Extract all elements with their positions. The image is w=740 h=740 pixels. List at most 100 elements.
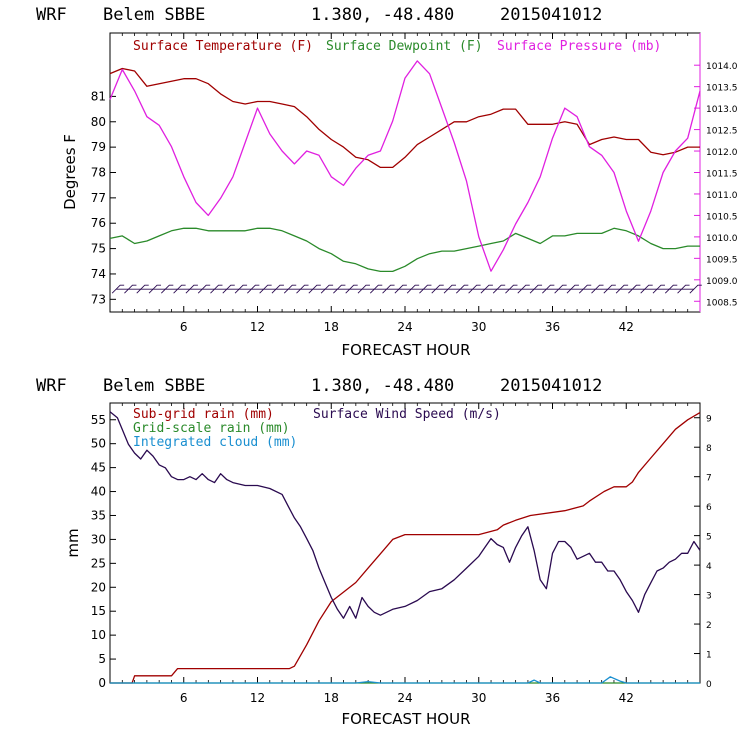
y2-tick-label: 2: [706, 621, 712, 631]
wind-barb: [197, 284, 211, 294]
top-series: [109, 60, 701, 273]
wind-barb: [542, 284, 555, 294]
wind-barb: [283, 284, 297, 294]
wind-barb: [529, 284, 543, 294]
wind-barb: [554, 284, 567, 294]
y-tick-label: 0: [98, 676, 106, 690]
top-y-ticks: 73 74 75 76 77 78 79 80 81: [91, 89, 116, 306]
y2-tick-label: 1011.0: [706, 191, 738, 201]
y2-tick-label: 1014.0: [706, 62, 738, 72]
x-tick-label: 30: [471, 320, 486, 334]
y2-tick-label: 4: [706, 562, 712, 572]
wind-barb: [455, 284, 469, 294]
y-tick-label: 45: [91, 461, 106, 475]
wind-barb: [480, 284, 493, 294]
surface-dewpoint-line: [109, 227, 700, 273]
wind-barb: [517, 284, 530, 294]
y2-tick-label: 1013.0: [706, 105, 738, 115]
x-tick-label: 6: [180, 320, 188, 334]
legend-temperature: Surface Temperature (F): [133, 39, 313, 54]
surface-temperature-line: [109, 67, 700, 169]
y2-tick-label: 5: [706, 533, 712, 543]
y-tick-label: 76: [91, 216, 106, 230]
wind-barb: [591, 284, 604, 294]
y-tick-label: 73: [91, 292, 106, 306]
bottom-series: [109, 411, 701, 684]
wind-barb: [603, 284, 616, 294]
wind-barb: [431, 284, 444, 294]
wind-barb: [271, 284, 284, 294]
wind-barb: [468, 284, 481, 294]
x-tick-label: 6: [180, 691, 188, 705]
x-tick-label: 42: [619, 320, 634, 334]
top-header: WRF Belem SBBE 1.380, -48.480 2015041012: [36, 5, 602, 25]
wind-barbs: [111, 284, 702, 294]
wind-barb: [173, 284, 186, 294]
y2-tick-label: 9: [706, 415, 712, 425]
wind-barb: [234, 284, 248, 294]
y2-tick-label: 1009.0: [706, 277, 738, 287]
wind-barb: [259, 284, 272, 294]
legend-cloud: Integrated cloud (mm): [133, 435, 297, 450]
top-x-ticks: 6 12 18 24 30 36 42: [121, 33, 689, 334]
wind-barb: [320, 284, 334, 294]
y2-tick-label: 1011.5: [706, 170, 738, 180]
wind-barb: [492, 284, 506, 294]
bottom-init: 2015041012: [500, 376, 602, 396]
wind-barb: [308, 284, 321, 294]
integrated-cloud-line: [110, 676, 700, 684]
top-ylabel: Degrees F: [61, 134, 79, 210]
precipitation-panel: Sub-grid rain (mm) Grid-scale rain (mm) …: [64, 402, 712, 728]
wind-barb: [505, 284, 518, 294]
wind-barb: [136, 284, 149, 294]
legend-dewpoint: Surface Dewpoint (F): [326, 39, 483, 54]
legend-wind-speed: Surface Wind Speed (m/s): [313, 407, 501, 422]
y2-tick-label: 6: [706, 503, 712, 513]
y-tick-label: 80: [91, 115, 106, 129]
wind-barb: [419, 284, 432, 294]
bottom-y2-ticks: 0 1 2 3 4 5 6 7 8 9: [694, 415, 712, 690]
bottom-xlabel: FORECAST HOUR: [341, 710, 470, 728]
y-tick-label: 75: [91, 242, 106, 256]
y-tick-label: 15: [91, 604, 106, 618]
y-tick-label: 77: [91, 191, 106, 205]
y2-tick-label: 8: [706, 444, 712, 454]
wind-barb: [628, 284, 641, 294]
y2-tick-label: 3: [706, 592, 712, 602]
wind-barb: [124, 284, 137, 294]
bottom-model: WRF: [36, 376, 67, 396]
y2-tick-label: 1012.5: [706, 127, 738, 137]
y-tick-label: 74: [91, 267, 106, 281]
y2-tick-label: 0: [706, 680, 712, 690]
y2-tick-label: 7: [706, 474, 712, 484]
surface-pressure-line: [109, 60, 701, 272]
wind-barb: [333, 284, 346, 294]
x-tick-label: 24: [397, 320, 412, 334]
x-tick-label: 18: [324, 320, 339, 334]
wind-barb: [247, 284, 260, 294]
wind-barb: [160, 284, 174, 294]
surface-wind-speed-line: [109, 411, 701, 619]
wind-barb: [345, 284, 358, 294]
wind-barb: [664, 284, 678, 294]
y2-tick-label: 1010.0: [706, 234, 738, 244]
x-tick-label: 24: [397, 691, 412, 705]
sub-grid-rain-line: [110, 412, 701, 684]
wind-barb: [689, 284, 702, 294]
wind-barb: [148, 284, 162, 294]
temperature-panel: Surface Temperature (F) Surface Dewpoint…: [61, 32, 738, 359]
bottom-coords: 1.380, -48.480: [311, 376, 454, 396]
wind-barb: [296, 284, 309, 294]
wind-barb: [640, 284, 653, 294]
wind-barb: [406, 284, 420, 294]
wind-barb: [357, 284, 370, 294]
y-tick-label: 50: [91, 437, 106, 451]
x-tick-label: 18: [324, 691, 339, 705]
y-tick-label: 20: [91, 580, 106, 594]
wind-barb: [677, 284, 690, 294]
wind-barb: [382, 284, 395, 294]
y-tick-label: 35: [91, 508, 106, 522]
bottom-station: Belem SBBE: [103, 376, 205, 396]
wind-barb: [185, 284, 198, 294]
